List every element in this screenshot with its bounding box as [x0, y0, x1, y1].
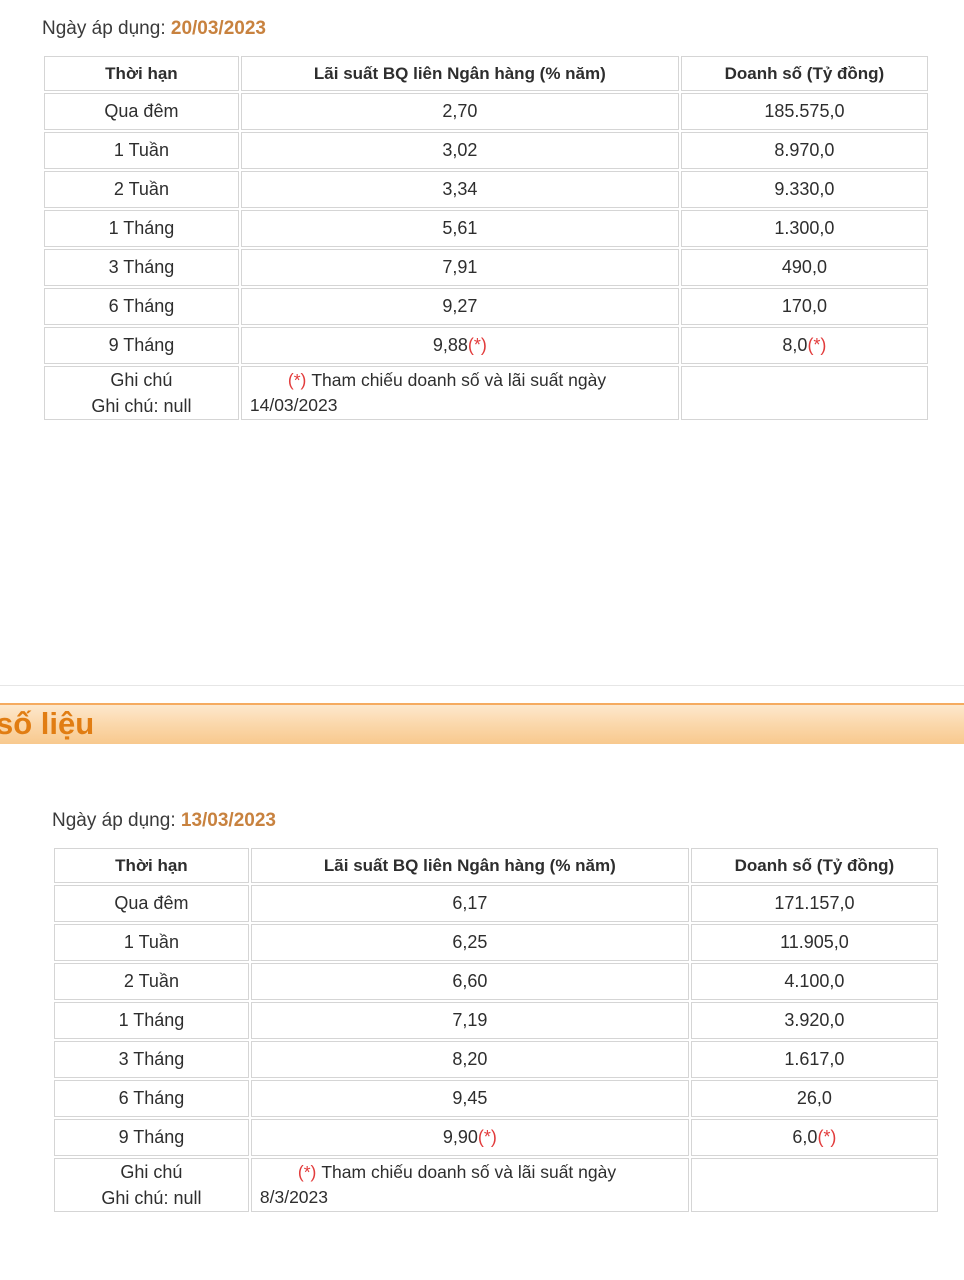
note-label-line1: Ghi chú: [110, 370, 173, 390]
col-header-term: Thời hạn: [54, 848, 249, 883]
term-cell: 9 Tháng: [54, 1119, 249, 1156]
table-row: 1 Tháng 5,61 1.300,0: [44, 210, 928, 247]
note-empty-cell: [690, 1158, 938, 1213]
note-text: Tham chiếu doanh số và lãi suất ngày 8/3…: [259, 1161, 617, 1208]
volume-cell: 8,0(*): [680, 327, 928, 364]
section-title-band: số liệu: [0, 703, 964, 744]
note-empty-cell: [680, 366, 928, 421]
applied-date-value: 13/03/2023: [180, 810, 276, 831]
table-row: 3 Tháng 7,91 490,0: [44, 249, 928, 286]
term-cell: 2 Tuần: [44, 171, 239, 208]
applied-date-label: Ngày áp dụng:: [42, 18, 166, 39]
term-cell: 3 Tháng: [44, 249, 239, 286]
col-header-rate: Lãi suất BQ liên Ngân hàng (% năm): [240, 56, 679, 91]
volume-cell: 3.920,0: [690, 1002, 938, 1039]
applied-date-line: Ngày áp dụng: 20/03/2023: [42, 18, 930, 40]
interbank-rates-table: Thời hạn Lãi suất BQ liên Ngân hàng (% n…: [52, 846, 940, 1215]
table-row: 9 Tháng 9,90(*) 6,0(*): [54, 1119, 938, 1156]
footnote-marker: (*): [817, 1127, 837, 1147]
term-cell: Qua đêm: [44, 93, 239, 130]
rate-cell: 7,91: [240, 249, 679, 286]
rate-cell: 6,25: [250, 924, 689, 961]
volume-cell: 170,0: [680, 288, 928, 325]
table-row: 2 Tuần 3,34 9.330,0: [44, 171, 928, 208]
volume-cell: 1.617,0: [690, 1041, 938, 1078]
table-row: 6 Tháng 9,27 170,0: [44, 288, 928, 325]
col-header-term: Thời hạn: [44, 56, 239, 91]
rate-cell: 9,27: [240, 288, 679, 325]
term-cell: 1 Tuần: [44, 132, 239, 169]
table-row: 1 Tuần 3,02 8.970,0: [44, 132, 928, 169]
rate-cell: 9,45: [250, 1080, 689, 1117]
term-cell: 1 Tháng: [44, 210, 239, 247]
section-current-week: Ngày áp dụng: 20/03/2023 Thời hạn Lãi su…: [42, 18, 930, 423]
table-row: Qua đêm 2,70 185.575,0: [44, 93, 928, 130]
table-header-row: Thời hạn Lãi suất BQ liên Ngân hàng (% n…: [44, 56, 928, 91]
volume-cell: 9.330,0: [680, 171, 928, 208]
table-row: 3 Tháng 8,20 1.617,0: [54, 1041, 938, 1078]
volume-cell: 4.100,0: [690, 963, 938, 1000]
table-row: 1 Tháng 7,19 3.920,0: [54, 1002, 938, 1039]
volume-cell: 171.157,0: [690, 885, 938, 922]
volume-cell: 490,0: [680, 249, 928, 286]
footnote-marker: (*): [297, 1161, 317, 1182]
note-row: Ghi chú Ghi chú: null (*) Tham chiếu doan…: [44, 366, 928, 421]
col-header-rate: Lãi suất BQ liên Ngân hàng (% năm): [250, 848, 689, 883]
footnote-marker: (*): [807, 335, 827, 355]
term-cell: 1 Tuần: [54, 924, 249, 961]
note-label-cell: Ghi chú Ghi chú: null: [44, 366, 239, 421]
term-cell: 3 Tháng: [54, 1041, 249, 1078]
col-header-volume: Doanh số (Tỷ đồng): [680, 56, 928, 91]
section-title: số liệu: [0, 706, 95, 741]
rate-cell: 7,19: [250, 1002, 689, 1039]
note-text-cell: (*) Tham chiếu doanh số và lãi suất ngày …: [250, 1158, 689, 1213]
note-label-cell: Ghi chú Ghi chú: null: [54, 1158, 249, 1213]
rate-cell: 8,20: [250, 1041, 689, 1078]
term-cell: 1 Tháng: [54, 1002, 249, 1039]
footnote-marker: (*): [477, 1127, 497, 1147]
term-cell: 9 Tháng: [44, 327, 239, 364]
footnote-marker: (*): [287, 369, 307, 390]
rate-cell: 3,02: [240, 132, 679, 169]
volume-cell: 26,0: [690, 1080, 938, 1117]
section-previous-week: Ngày áp dụng: 13/03/2023 Thời hạn Lãi su…: [52, 810, 940, 1215]
term-cell: 6 Tháng: [44, 288, 239, 325]
applied-date-label: Ngày áp dụng:: [52, 810, 176, 831]
content-divider-line: [0, 685, 964, 686]
note-row: Ghi chú Ghi chú: null (*) Tham chiếu doan…: [54, 1158, 938, 1213]
note-label-line1: Ghi chú: [120, 1162, 183, 1182]
rate-cell: 2,70: [240, 93, 679, 130]
table-row: 6 Tháng 9,45 26,0: [54, 1080, 938, 1117]
col-header-volume: Doanh số (Tỷ đồng): [690, 848, 938, 883]
table-row: 1 Tuần 6,25 11.905,0: [54, 924, 938, 961]
note-text-cell: (*) Tham chiếu doanh số và lãi suất ngày …: [240, 366, 679, 421]
interbank-rates-table: Thời hạn Lãi suất BQ liên Ngân hàng (% n…: [42, 54, 930, 423]
volume-cell: 6,0(*): [690, 1119, 938, 1156]
rate-cell: 6,17: [250, 885, 689, 922]
volume-cell: 185.575,0: [680, 93, 928, 130]
volume-cell: 1.300,0: [680, 210, 928, 247]
note-label-line2: Ghi chú: null: [91, 396, 192, 417]
table-row: Qua đêm 6,17 171.157,0: [54, 885, 938, 922]
table-row: 9 Tháng 9,88(*) 8,0(*): [44, 327, 928, 364]
note-label-line2: Ghi chú: null: [101, 1188, 202, 1209]
footnote-marker: (*): [467, 335, 487, 355]
rate-cell: 9,90(*): [250, 1119, 689, 1156]
note-text: Tham chiếu doanh số và lãi suất ngày 14/…: [249, 369, 607, 416]
volume-cell: 8.970,0: [680, 132, 928, 169]
term-cell: 6 Tháng: [54, 1080, 249, 1117]
table-row: 2 Tuần 6,60 4.100,0: [54, 963, 938, 1000]
rate-cell: 9,88(*): [240, 327, 679, 364]
table-header-row: Thời hạn Lãi suất BQ liên Ngân hàng (% n…: [54, 848, 938, 883]
rate-cell: 6,60: [250, 963, 689, 1000]
term-cell: 2 Tuần: [54, 963, 249, 1000]
applied-date-line: Ngày áp dụng: 13/03/2023: [52, 810, 940, 832]
volume-cell: 11.905,0: [690, 924, 938, 961]
applied-date-value: 20/03/2023: [170, 18, 266, 39]
term-cell: Qua đêm: [54, 885, 249, 922]
rate-cell: 5,61: [240, 210, 679, 247]
rate-cell: 3,34: [240, 171, 679, 208]
